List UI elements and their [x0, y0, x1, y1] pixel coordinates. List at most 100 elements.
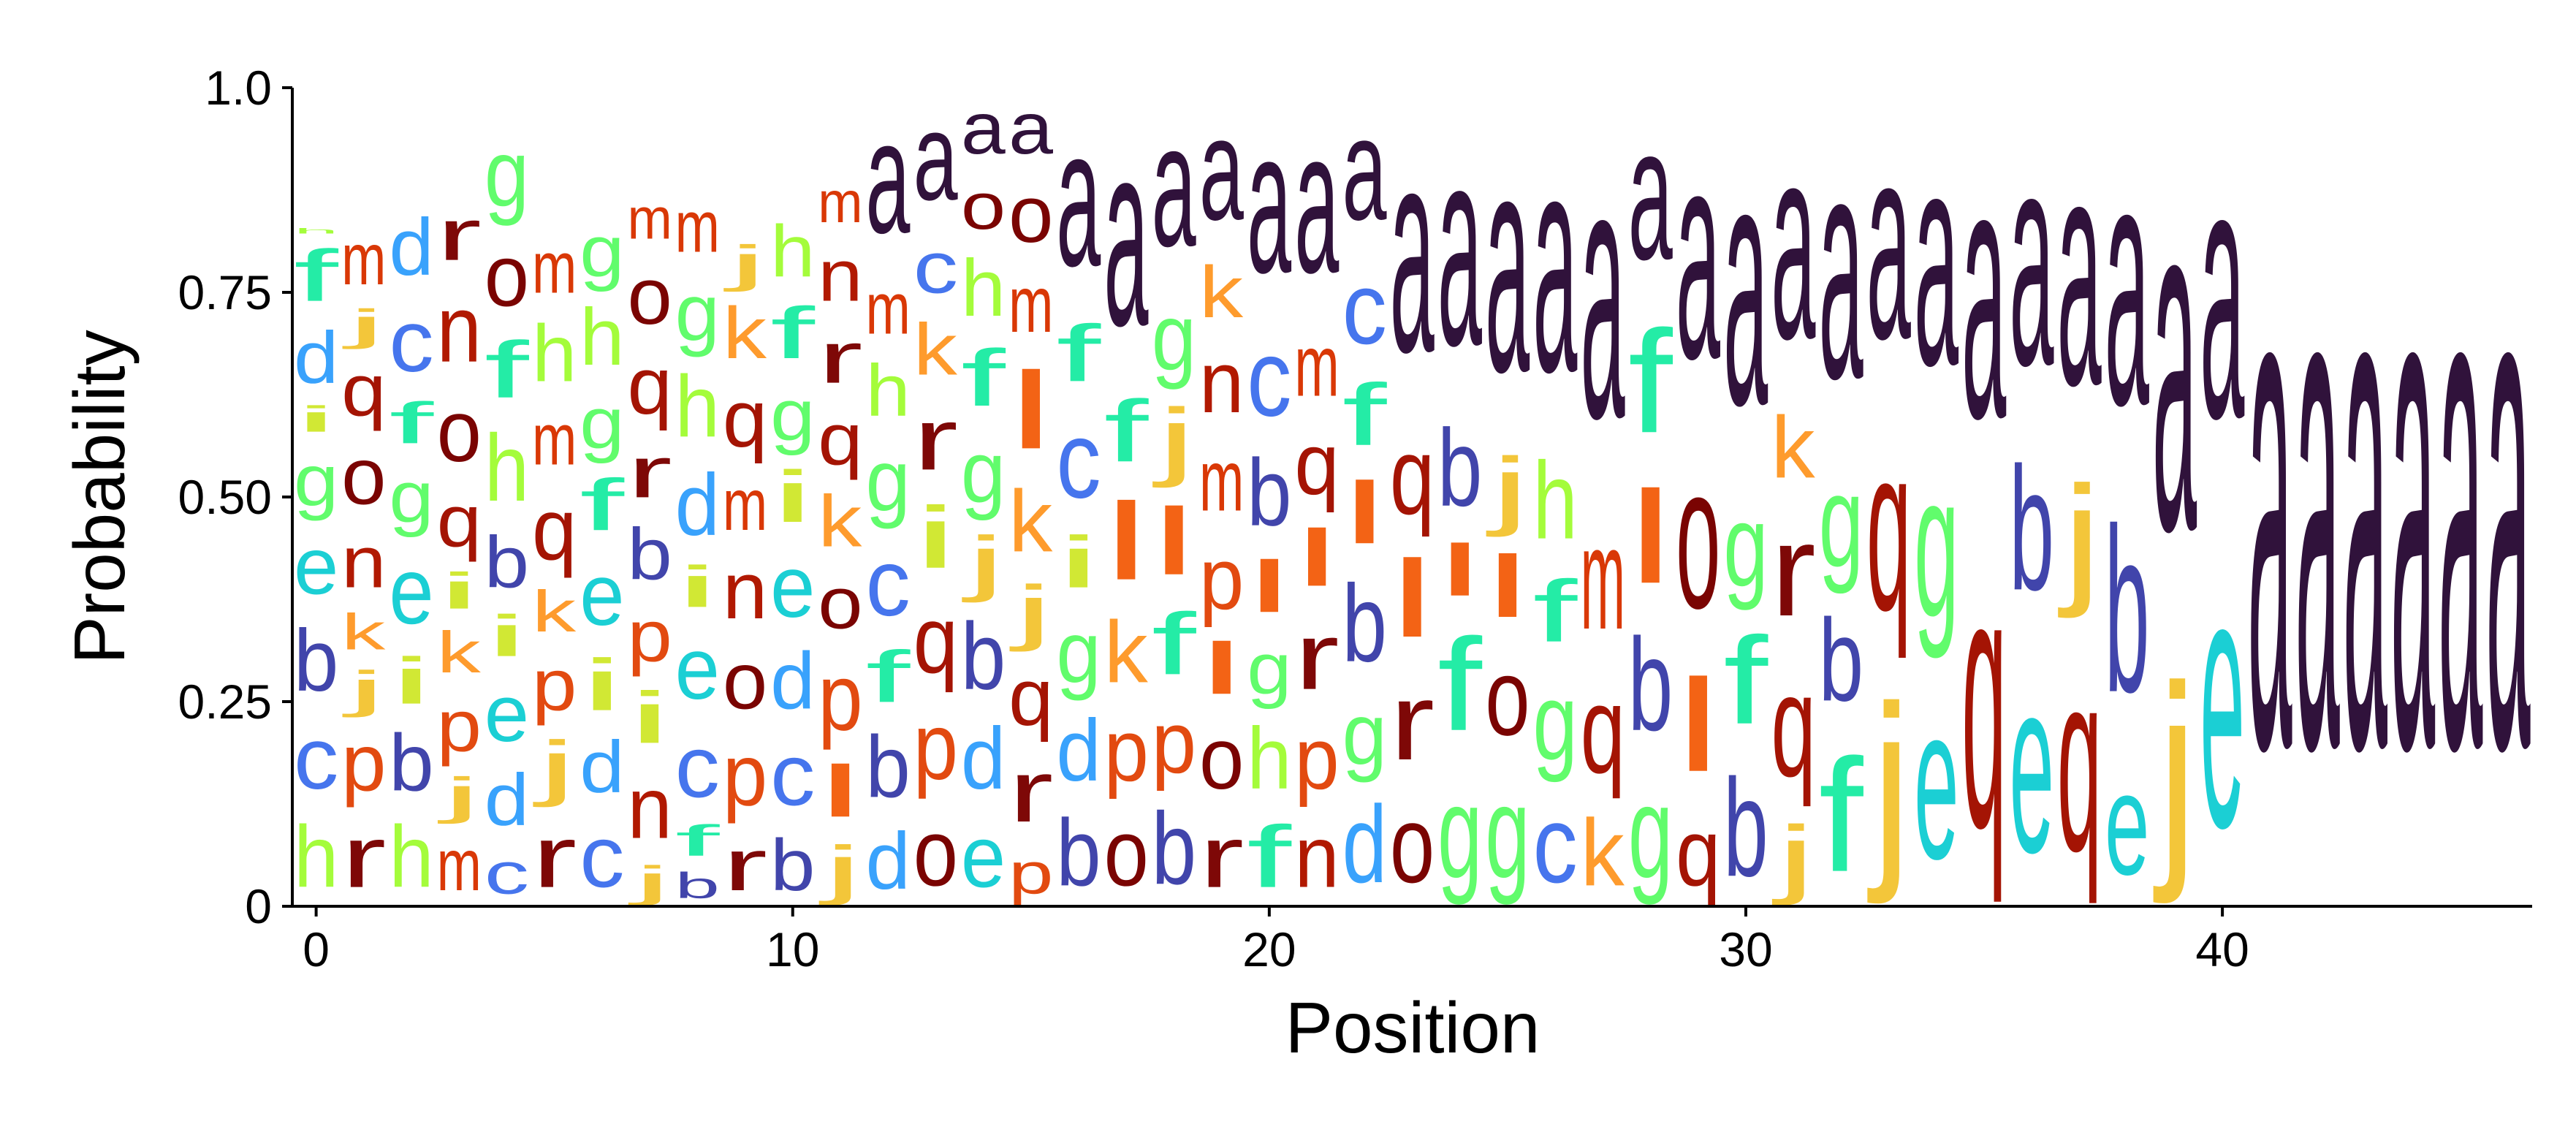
logo-letter-l: l [1628, 464, 1673, 611]
logo-letter-k: k [1771, 399, 1816, 497]
logo-letter-c: c [1056, 399, 1101, 522]
logo-letter-p: p [437, 686, 482, 767]
logo-letter-l: l [1437, 529, 1482, 611]
logo-letter-o: o [437, 383, 482, 480]
logo-letter-e: e [2105, 743, 2149, 906]
logo-letter-n: n [627, 759, 672, 857]
logo-letter-g: g [1628, 759, 1673, 906]
logo-letter-f: f [866, 637, 911, 718]
logo-letter-r: r [1199, 808, 1244, 906]
logo-letter-h: h [1532, 439, 1577, 562]
logo-letter-a: a [2200, 86, 2245, 495]
logo-letter-a: a [1961, 86, 2007, 495]
logo-letter-b: b [866, 718, 911, 816]
logo-letter-l: l [1008, 349, 1053, 472]
logo-letter-a: a [1485, 87, 1530, 438]
x-tick-label: 40 [2195, 922, 2249, 976]
logo-letter-g: g [580, 383, 624, 464]
logo-letter-a: a [1771, 88, 1817, 398]
logo-letter-i: i [675, 554, 720, 619]
logo-letter-l: l [1676, 653, 1720, 800]
y-tick-label: 0.75 [178, 265, 272, 319]
logo-letter-j: j [628, 857, 672, 906]
logo-letter-b: b [2105, 479, 2149, 740]
logo-letter-r: r [723, 824, 767, 906]
logo-letter-n: n [1199, 334, 1244, 431]
logo-letter-p: p [1104, 702, 1149, 800]
logo-letter-a: a [1294, 88, 1339, 316]
logo-letter-a: a [1199, 88, 1244, 251]
logo-letter-p: p [913, 693, 958, 800]
y-tick-label: 0.50 [178, 470, 272, 524]
logo-letter-a: a [1628, 87, 1673, 300]
logo-letter-b: b [389, 718, 433, 808]
logo-letter-d: d [675, 457, 720, 554]
logo-letter-q: q [1008, 653, 1053, 743]
logo-letter-f: f [1532, 563, 1578, 661]
logo-letter-n: n [341, 522, 386, 603]
logo-letter-i: i [770, 455, 815, 537]
logo-letter-g: g [294, 440, 338, 521]
logo-letter-k: k [1008, 472, 1053, 570]
logo-letter-f: f [1437, 612, 1482, 758]
logo-letter-j: j [437, 767, 482, 824]
logo-letter-a: a [913, 88, 958, 227]
logo-letter-o: o [341, 431, 386, 521]
logo-letter-g: g [389, 457, 433, 538]
logo-letter-e: e [294, 522, 338, 612]
logo-letter-h: h [485, 414, 529, 521]
logo-letters: hcbegidfhrpjknoqjmhbiegfcdmjpkiqonrcdeib… [294, 84, 2531, 906]
logo-letter-f: f [1104, 382, 1150, 480]
logo-letter-m: m [675, 186, 720, 267]
logo-letter-r: r [1294, 603, 1339, 709]
logo-letter-j: j [1152, 390, 1196, 488]
logo-letter-a: a [1008, 88, 1054, 170]
logo-letter-b: b [2010, 430, 2054, 627]
logo-letter-m: m [723, 464, 767, 546]
logo-letter-c: c [866, 530, 911, 636]
logo-letter-h: h [294, 808, 338, 906]
logo-letter-l: l [1199, 628, 1244, 710]
logo-letter-f: f [770, 292, 816, 374]
logo-letter-c: c [580, 808, 624, 906]
logo-letter-a: a [2295, 84, 2341, 901]
logo-letter-a: a [1723, 86, 1768, 478]
logo-letter-p: p [532, 645, 577, 726]
logo-letter-i: i [294, 399, 338, 440]
logo-letter-f: f [294, 235, 339, 317]
logo-letter-a: a [1342, 88, 1387, 251]
y-tick-label: 0 [245, 879, 272, 933]
logo-letter-l: l [1485, 538, 1530, 636]
logo-letter-g: g [1819, 447, 1863, 594]
logo-letter-l: l [1390, 538, 1435, 661]
logo-letter-h: h [675, 358, 720, 455]
logo-letter-o: o [485, 227, 529, 325]
logo-letter-j: j [962, 522, 1006, 603]
logo-letter-a: a [866, 87, 911, 267]
logo-letter-c: c [1532, 783, 1577, 906]
logo-letter-m: m [818, 170, 862, 235]
logo-letter-g: g [675, 267, 720, 357]
logo-letter-a: a [1676, 86, 1721, 421]
logo-letter-o: o [1008, 170, 1053, 259]
x-tick-label: 0 [303, 922, 330, 976]
logo-letter-j: j [723, 235, 767, 292]
logo-letter-r: r [627, 432, 672, 513]
logo-letter-f: f [389, 390, 434, 455]
ticks: 0 10 20 30 40 0 0.25 0.50 0.75 1.0 [178, 61, 2249, 976]
logo-letter-q: q [341, 350, 386, 431]
x-tick-label: 20 [1242, 922, 1296, 976]
logo-letter-b: b [1247, 439, 1291, 546]
logo-letter-a: a [1247, 88, 1291, 316]
logo-letter-e: e [1914, 659, 1958, 905]
logo-letter-q: q [1581, 661, 1625, 800]
logo-letter-a: a [1152, 87, 1196, 284]
logo-letter-i: i [580, 644, 624, 726]
logo-letter-a: a [1914, 87, 1959, 430]
logo-letter-l: l [1104, 480, 1149, 603]
logo-letter-n: n [1294, 808, 1339, 906]
logo-letter-b: b [1056, 800, 1101, 906]
logo-letter-f: f [961, 333, 1006, 422]
x-tick-label: 30 [1719, 922, 1772, 976]
logo-letter-a: a [2057, 88, 2102, 455]
